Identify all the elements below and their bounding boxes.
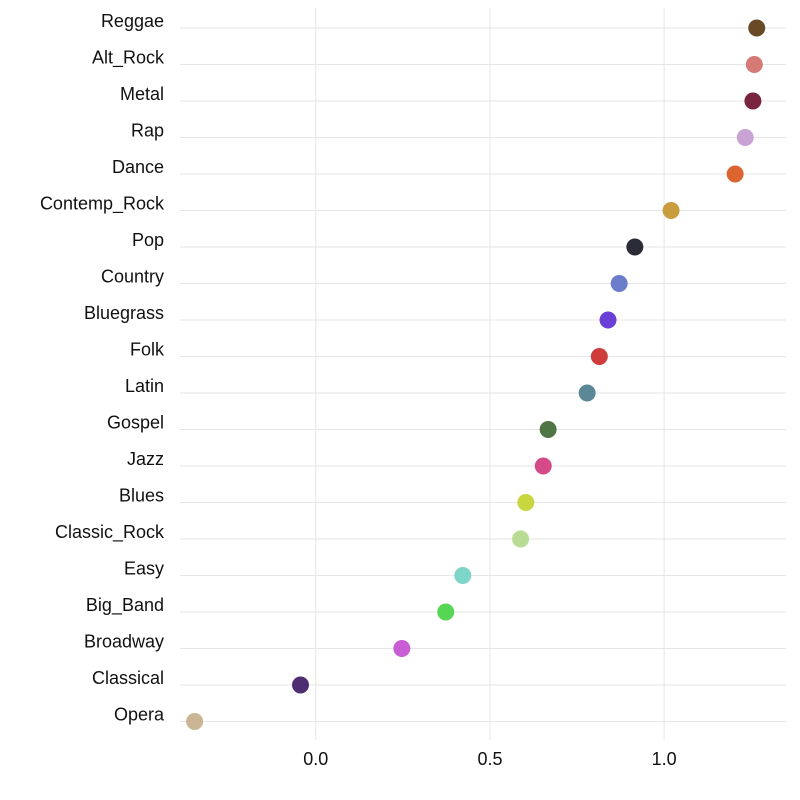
x-tick-label: 1.0: [652, 749, 677, 769]
category-label: Folk: [130, 339, 165, 359]
category-label: Bluegrass: [84, 303, 164, 323]
category-label: Jazz: [127, 449, 164, 469]
x-axis-labels: 0.0 0.5 1.0: [303, 749, 676, 769]
category-axis-labels: Reggae Alt_Rock Metal Rap Dance Contemp_Rock P…: [40, 11, 165, 725]
data-point: [599, 311, 617, 329]
data-point: [626, 238, 644, 256]
data-point: [437, 603, 455, 621]
category-label: Easy: [124, 558, 164, 578]
category-label: Rap: [131, 120, 164, 140]
data-point: [610, 275, 628, 292]
category-label: Blues: [119, 485, 164, 505]
data-point: [186, 713, 204, 730]
data-point: [454, 567, 472, 584]
data-point: [590, 348, 608, 365]
x-tick-label: 0.5: [477, 749, 502, 769]
category-label: Opera: [114, 704, 165, 724]
category-label: Latin: [125, 376, 164, 396]
data-point: [736, 129, 754, 146]
data-point: [517, 494, 535, 511]
data-point: [512, 530, 530, 548]
category-label: Classic_Rock: [55, 522, 165, 543]
data-point: [748, 19, 766, 37]
data-point: [578, 384, 596, 402]
data-point: [393, 640, 411, 657]
chart-grid: [180, 8, 786, 740]
category-label: Gospel: [107, 412, 164, 432]
category-label: Metal: [120, 84, 164, 104]
data-point: [745, 56, 763, 73]
category-label: Contemp_Rock: [40, 193, 165, 214]
category-label: Reggae: [101, 11, 164, 31]
data-point: [662, 202, 680, 219]
data-point: [292, 676, 310, 694]
category-label: Alt_Rock: [92, 47, 165, 68]
category-label: Pop: [132, 230, 164, 250]
category-label: Broadway: [84, 631, 164, 651]
data-point: [744, 92, 762, 110]
category-label: Country: [101, 266, 164, 286]
category-label: Dance: [112, 157, 164, 177]
category-label: Classical: [92, 668, 164, 688]
data-point: [726, 165, 744, 183]
data-point: [534, 457, 552, 475]
x-tick-label: 0.0: [303, 749, 328, 769]
data-points: [186, 19, 766, 730]
data-point: [539, 421, 557, 438]
category-label: Big_Band: [86, 595, 164, 616]
